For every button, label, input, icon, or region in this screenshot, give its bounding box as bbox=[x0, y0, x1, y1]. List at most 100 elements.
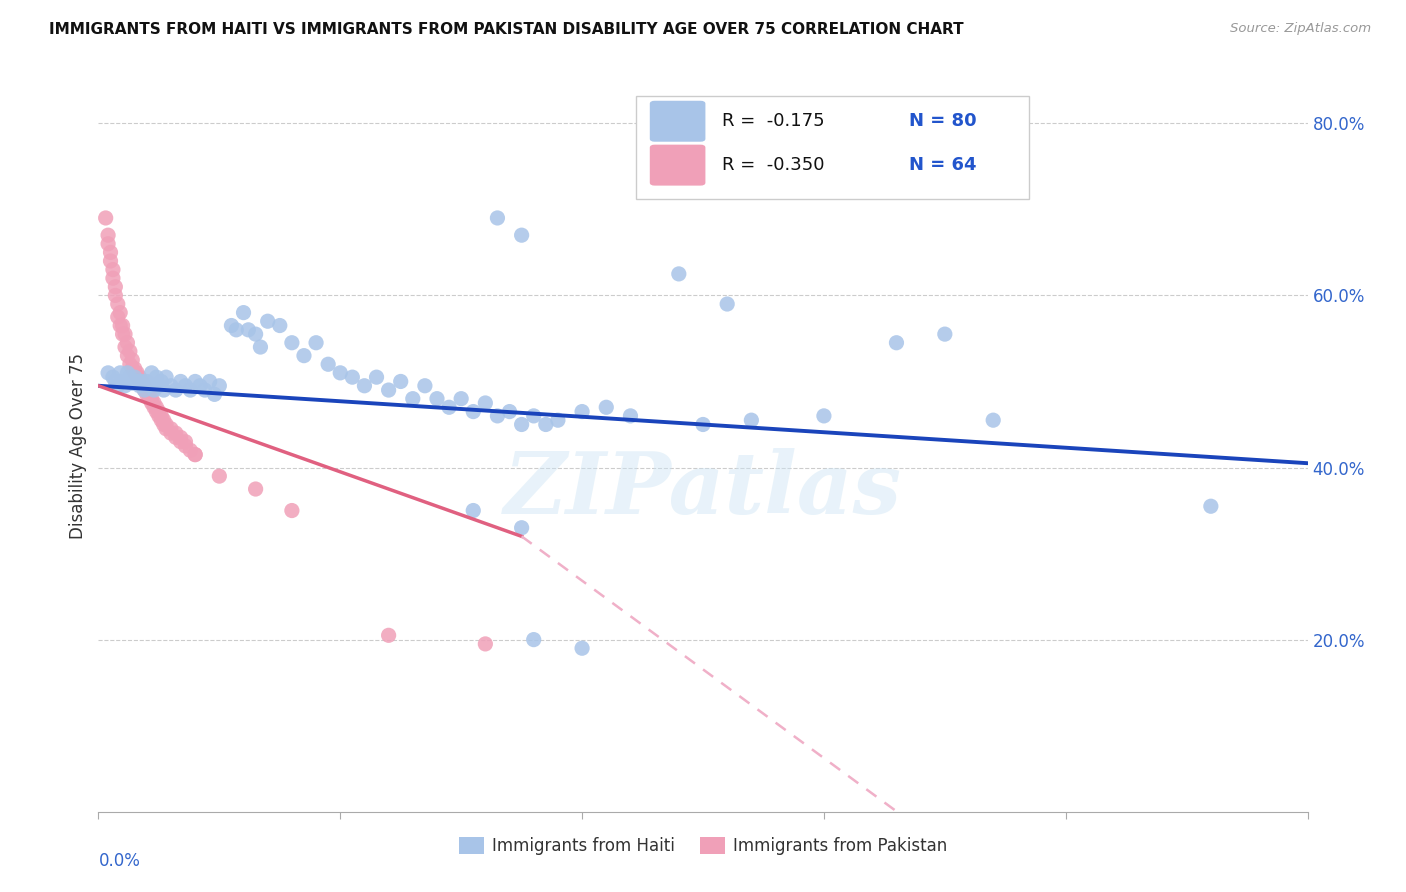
Point bbox=[100, 254, 122, 268]
Point bbox=[426, 392, 449, 406]
Text: N = 80: N = 80 bbox=[908, 112, 976, 130]
Point bbox=[474, 637, 496, 651]
Point bbox=[184, 448, 207, 462]
Point bbox=[155, 422, 177, 436]
Point bbox=[165, 383, 187, 397]
Point bbox=[135, 383, 157, 397]
Point bbox=[692, 185, 714, 199]
Point bbox=[145, 401, 167, 415]
Text: IMMIGRANTS FROM HAITI VS IMMIGRANTS FROM PAKISTAN DISABILITY AGE OVER 75 CORRELA: IMMIGRANTS FROM HAITI VS IMMIGRANTS FROM… bbox=[49, 22, 965, 37]
Point bbox=[740, 413, 762, 427]
Point bbox=[160, 426, 183, 441]
Point bbox=[107, 297, 129, 311]
Point bbox=[107, 378, 129, 392]
Point bbox=[245, 327, 267, 342]
Point bbox=[437, 401, 460, 415]
Point bbox=[450, 392, 472, 406]
Point bbox=[198, 375, 221, 389]
Point bbox=[104, 288, 127, 302]
Point bbox=[111, 318, 134, 333]
Point bbox=[128, 378, 150, 392]
Point bbox=[155, 417, 177, 432]
Point bbox=[111, 327, 134, 342]
Text: R =  -0.175: R = -0.175 bbox=[723, 112, 825, 130]
Point bbox=[486, 409, 509, 423]
Point bbox=[152, 417, 174, 432]
Point bbox=[716, 297, 738, 311]
Point bbox=[179, 383, 201, 397]
Point bbox=[138, 387, 160, 401]
Point bbox=[114, 327, 136, 342]
Point bbox=[1199, 500, 1222, 514]
Point bbox=[981, 413, 1004, 427]
Point bbox=[128, 375, 150, 389]
Point bbox=[108, 366, 131, 380]
Point bbox=[281, 503, 304, 517]
Point bbox=[101, 262, 124, 277]
Point bbox=[124, 366, 146, 380]
Point bbox=[174, 378, 197, 392]
Point bbox=[934, 327, 956, 342]
FancyBboxPatch shape bbox=[650, 101, 706, 142]
Point bbox=[101, 370, 124, 384]
Point bbox=[108, 305, 131, 319]
Point bbox=[169, 375, 191, 389]
Point bbox=[249, 340, 271, 354]
Point bbox=[121, 361, 143, 376]
Point bbox=[117, 366, 139, 380]
Point bbox=[152, 413, 174, 427]
Point bbox=[179, 443, 201, 458]
Point bbox=[117, 335, 139, 350]
Point bbox=[128, 370, 150, 384]
Point bbox=[134, 383, 156, 397]
Point bbox=[155, 370, 177, 384]
Point bbox=[377, 383, 399, 397]
Point bbox=[100, 245, 122, 260]
Point bbox=[131, 375, 153, 389]
Point bbox=[169, 434, 191, 449]
Point bbox=[107, 310, 129, 324]
Point bbox=[402, 392, 425, 406]
Point bbox=[145, 404, 167, 418]
Point bbox=[510, 417, 533, 432]
Point bbox=[174, 439, 197, 453]
Point bbox=[127, 375, 149, 389]
Point bbox=[152, 383, 174, 397]
Point bbox=[138, 392, 160, 406]
Point bbox=[97, 236, 120, 251]
Point bbox=[148, 409, 170, 423]
Point bbox=[174, 434, 197, 449]
Point bbox=[232, 305, 254, 319]
Point bbox=[127, 370, 149, 384]
Point bbox=[101, 271, 124, 285]
Point bbox=[329, 366, 352, 380]
Point bbox=[124, 361, 146, 376]
Point bbox=[510, 521, 533, 535]
Point bbox=[131, 378, 153, 392]
Point bbox=[184, 375, 207, 389]
Point bbox=[135, 387, 157, 401]
Point bbox=[97, 228, 120, 243]
Point bbox=[117, 349, 139, 363]
Y-axis label: Disability Age Over 75: Disability Age Over 75 bbox=[69, 353, 87, 539]
Point bbox=[143, 401, 166, 415]
Point bbox=[692, 417, 714, 432]
Point bbox=[141, 366, 163, 380]
Point bbox=[150, 375, 173, 389]
Point bbox=[141, 392, 163, 406]
Point bbox=[547, 413, 569, 427]
Point bbox=[208, 469, 231, 483]
Point bbox=[886, 335, 908, 350]
Point bbox=[692, 125, 714, 139]
Point bbox=[292, 349, 315, 363]
Legend: Immigrants from Haiti, Immigrants from Pakistan: Immigrants from Haiti, Immigrants from P… bbox=[451, 830, 955, 862]
Point bbox=[165, 426, 187, 441]
Point bbox=[366, 370, 388, 384]
Point bbox=[523, 409, 546, 423]
Point bbox=[474, 396, 496, 410]
Point bbox=[204, 387, 226, 401]
Point bbox=[413, 378, 436, 392]
Point bbox=[114, 340, 136, 354]
Point bbox=[148, 378, 170, 392]
Point bbox=[97, 366, 120, 380]
